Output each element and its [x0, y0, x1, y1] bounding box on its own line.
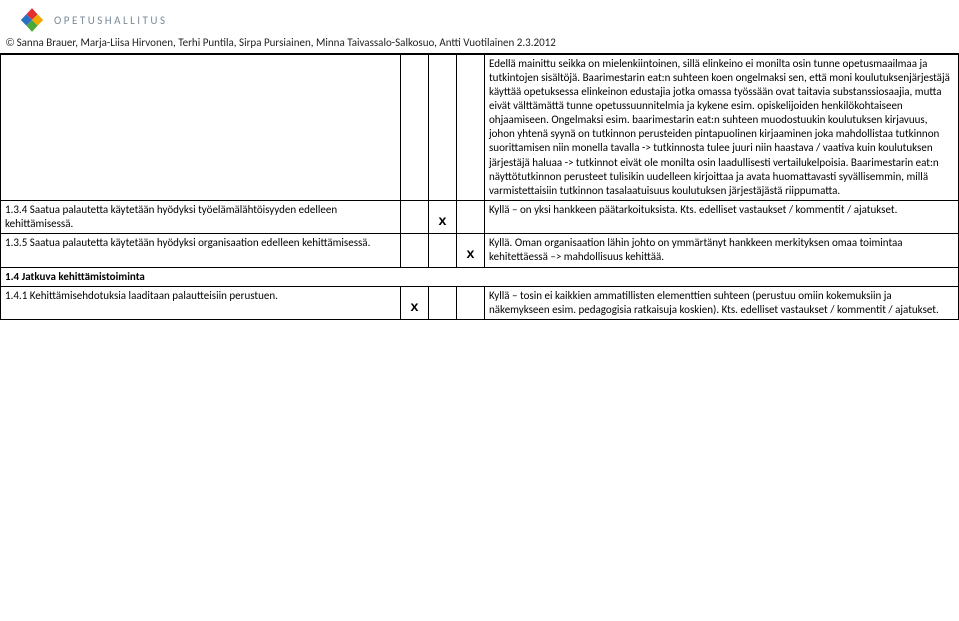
cell-xcol-3: x — [457, 234, 485, 267]
cell-comment: Edellä mainittu seikka on mielenkiintoin… — [485, 55, 959, 201]
cell-left: 1.4.1 Kehittämisehdotuksia laaditaan pal… — [1, 286, 401, 319]
section-header-cell: 1.4 Jatkuva kehittämistoiminta — [1, 267, 959, 286]
cell-xcol-3 — [457, 286, 485, 319]
page-header: OPETUSHALLITUS — [0, 0, 959, 36]
table-row: 1.3.4 Saatua palautetta käytetään hyödyk… — [1, 200, 959, 234]
cell-xcol-2: x — [429, 200, 457, 234]
cell-left: 1.3.5 Saatua palautetta käytetään hyödyk… — [1, 234, 401, 267]
cell-xcol-1: x — [401, 286, 429, 319]
cell-xcol-1 — [401, 234, 429, 267]
table-section-header: 1.4 Jatkuva kehittämistoiminta — [1, 267, 959, 286]
brand-logo-icon — [18, 6, 46, 34]
cell-xcol-3 — [457, 55, 485, 201]
main-table-wrap: Edellä mainittu seikka on mielenkiintoin… — [0, 53, 959, 320]
brand-name: OPETUSHALLITUS — [54, 14, 168, 27]
cell-xcol-2 — [429, 286, 457, 319]
cell-comment: Kyllä – tosin ei kaikkien ammatillisten … — [485, 286, 959, 319]
cell-comment: Kyllä. Oman organisaation lähin johto on… — [485, 234, 959, 267]
cell-comment: Kyllä – on yksi hankkeen päätarkoituksis… — [485, 200, 959, 234]
cell-left — [1, 55, 401, 201]
table-row: 1.3.5 Saatua palautetta käytetään hyödyk… — [1, 234, 959, 267]
table-row: Edellä mainittu seikka on mielenkiintoin… — [1, 55, 959, 201]
table-row: 1.4.1 Kehittämisehdotuksia laaditaan pal… — [1, 286, 959, 319]
copyright-symbol: © — [6, 37, 14, 49]
authors-text: Sanna Brauer, Marja-Liisa Hirvonen, Terh… — [17, 36, 556, 49]
cell-xcol-3 — [457, 200, 485, 234]
cell-xcol-1 — [401, 55, 429, 201]
cell-left: 1.3.4 Saatua palautetta käytetään hyödyk… — [1, 200, 401, 234]
cell-xcol-1 — [401, 200, 429, 234]
cell-xcol-2 — [429, 234, 457, 267]
cell-xcol-2 — [429, 55, 457, 201]
authors-line: © Sanna Brauer, Marja-Liisa Hirvonen, Te… — [0, 36, 959, 53]
assessment-table: Edellä mainittu seikka on mielenkiintoin… — [0, 54, 959, 320]
